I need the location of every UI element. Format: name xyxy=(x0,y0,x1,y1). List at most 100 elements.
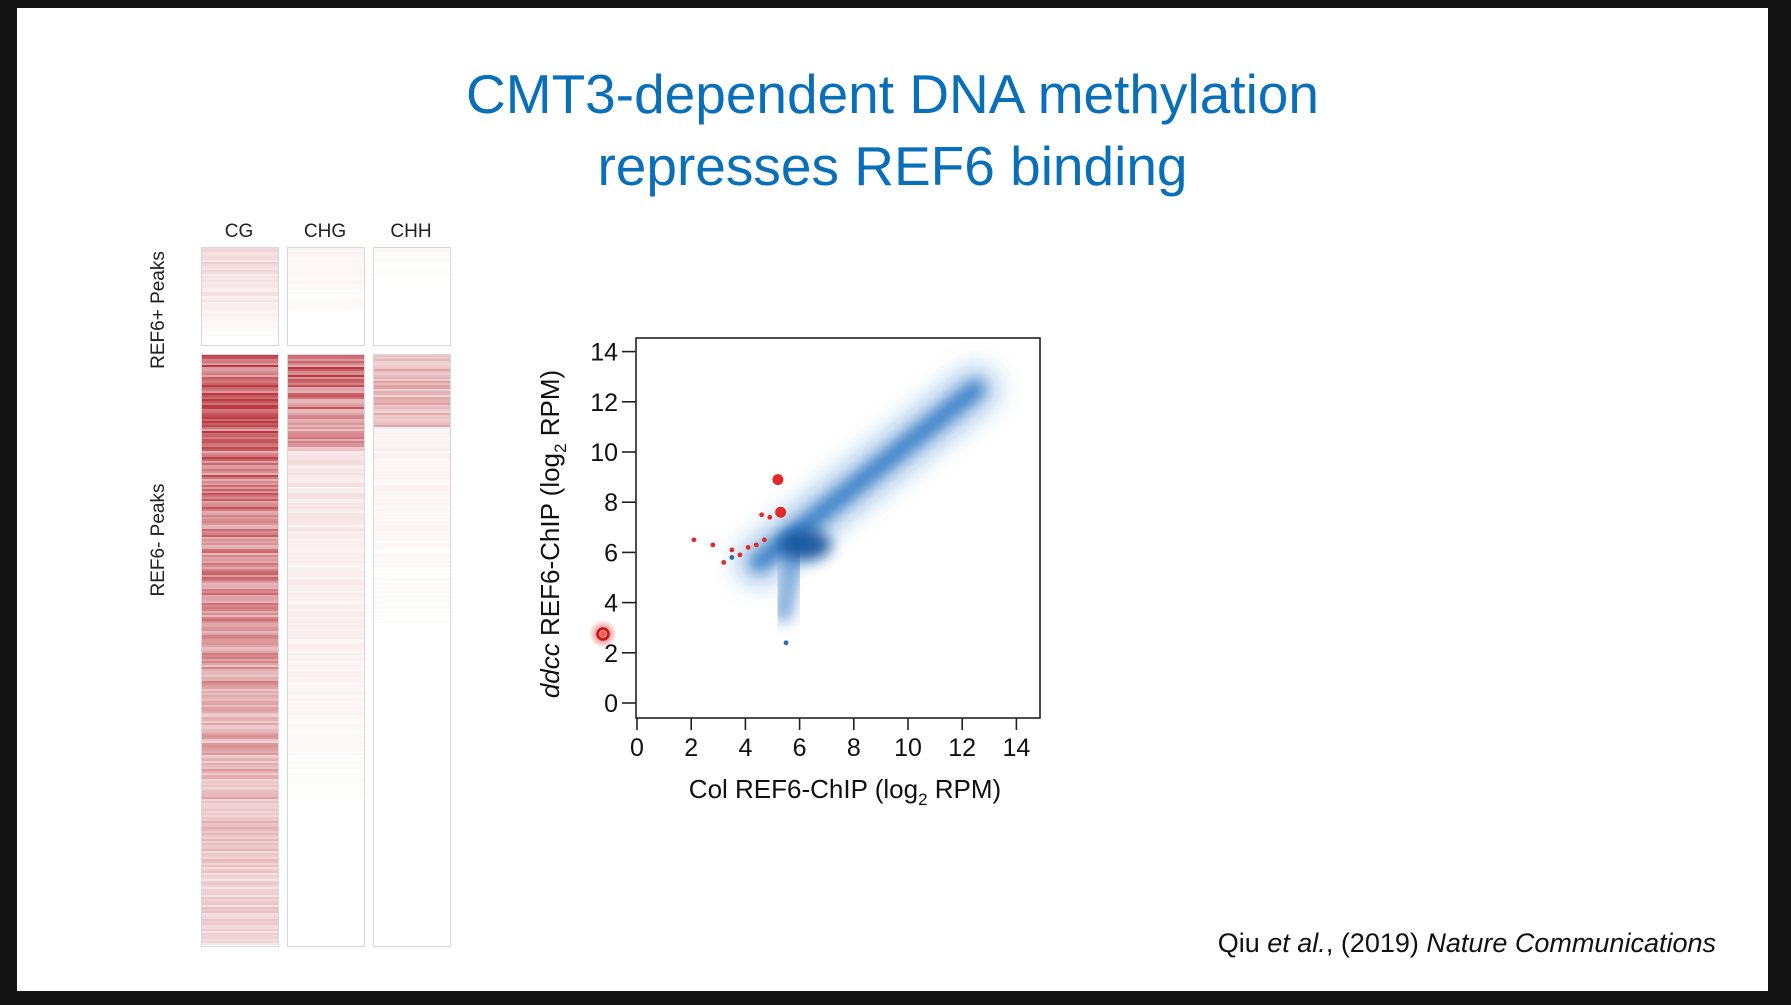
heatmap-row-stripe xyxy=(202,707,278,709)
heatmap-row-stripe xyxy=(288,248,364,250)
heatmap-row-stripe xyxy=(374,509,450,511)
highlighted-point xyxy=(767,514,773,520)
heatmap-row-stripe xyxy=(202,601,278,603)
heatmap-row-stripe xyxy=(202,439,278,441)
heatmap-row-stripe xyxy=(202,383,278,385)
heatmap-row-stripe xyxy=(202,459,278,461)
heatmap-row-stripe xyxy=(202,316,278,318)
highlighted-point xyxy=(710,542,716,548)
heatmap-row-stripe xyxy=(374,381,450,383)
heatmap-row-stripe xyxy=(288,270,364,272)
heatmap-row-stripe xyxy=(202,833,278,835)
heatmap-row-stripe xyxy=(202,905,278,907)
heatmap-row-stripe xyxy=(202,841,278,843)
heatmap-row-stripe xyxy=(202,767,278,769)
legend-marker xyxy=(596,627,610,641)
heatmap-row-stripe xyxy=(202,643,278,645)
heatmap-row-stripe xyxy=(202,393,278,395)
heatmap-row-stripe xyxy=(202,547,278,549)
heatmap-row-stripe xyxy=(202,791,278,793)
heatmap-row-stripe xyxy=(202,769,278,771)
heatmap-row-stripe xyxy=(288,707,364,709)
heatmap-row-stripe xyxy=(202,687,278,689)
heatmap-row-stripe xyxy=(288,635,364,637)
heatmap-row-stripe xyxy=(288,431,364,433)
heatmap-row-stripe xyxy=(374,449,450,451)
heatmap-row-stripe xyxy=(202,929,278,931)
heatmap-row-stripe xyxy=(288,493,364,495)
highlighted-point xyxy=(753,542,759,548)
heatmap-row-stripe xyxy=(288,645,364,647)
heatmap-row-stripe xyxy=(288,423,364,425)
heatmap-row-stripe xyxy=(202,703,278,705)
heatmap-row-stripe xyxy=(202,294,278,296)
heatmap-row-stripe xyxy=(202,819,278,821)
heatmap-row-stripe xyxy=(202,423,278,425)
heatmap-row-stripe xyxy=(288,449,364,451)
heatmap-row-stripe xyxy=(288,591,364,593)
heatmap-row-stripe xyxy=(288,735,364,737)
heatmap-row-stripe xyxy=(202,907,278,909)
heatmap-row-stripe xyxy=(202,597,278,599)
heatmap-row-stripe xyxy=(202,433,278,435)
heatmap-row-stripe xyxy=(202,637,278,639)
heatmap-row-stripe xyxy=(202,895,278,897)
heatmap-row-stripe xyxy=(202,278,278,280)
heatmap-row-stripe xyxy=(288,605,364,607)
heatmap-row-stripe xyxy=(288,657,364,659)
heatmap-row-stripe xyxy=(202,288,278,290)
heatmap-row-stripe xyxy=(202,531,278,533)
heatmap-row-stripe xyxy=(374,395,450,397)
heatmap-row-stripe xyxy=(202,609,278,611)
heatmap-row-stripe xyxy=(288,497,364,499)
heatmap-row-stripe xyxy=(288,471,364,473)
heatmap-row-stripe xyxy=(374,423,450,425)
heatmap-row-stripe xyxy=(374,363,450,365)
heatmap-row-stripe xyxy=(202,689,278,691)
heatmap-row-stripe xyxy=(202,272,278,274)
heatmap-row-stripe xyxy=(202,573,278,575)
heatmap-row-stripe xyxy=(202,449,278,451)
heatmap-row-stripe xyxy=(374,387,450,389)
heatmap-row-stripe xyxy=(288,513,364,515)
heatmap-row-stripe xyxy=(288,521,364,523)
heatmap-row-stripe xyxy=(202,437,278,439)
heatmap-row-stripe xyxy=(288,407,364,409)
heatmap-row-stripe xyxy=(202,525,278,527)
heatmap-row-stripe xyxy=(288,653,364,655)
x-tick-label: 10 xyxy=(894,734,922,762)
heatmap-row-stripe xyxy=(202,685,278,687)
heatmap-row-stripe xyxy=(202,705,278,707)
heatmap-row-stripe xyxy=(202,593,278,595)
heatmap-row-stripe xyxy=(374,477,450,479)
heatmap-row-stripe xyxy=(288,361,364,363)
heatmap-row-stripe xyxy=(202,937,278,939)
heatmap-row-stripe xyxy=(288,539,364,541)
heatmap-row-stripe xyxy=(288,711,364,713)
heatmap-row-stripe xyxy=(374,457,450,459)
heatmap-row-stripe xyxy=(374,475,450,477)
heatmap-row-stripe xyxy=(202,901,278,903)
heatmap-row-stripe xyxy=(202,793,278,795)
heatmap-row-stripe xyxy=(202,701,278,703)
heatmap-row-stripe xyxy=(288,643,364,645)
heatmap-row-stripe xyxy=(202,457,278,459)
heatmap-row-stripe xyxy=(202,489,278,491)
heatmap-row-stripe xyxy=(202,310,278,312)
heatmap-row-stripe xyxy=(202,645,278,647)
heatmap-row-stripe xyxy=(202,737,278,739)
heatmap-panel-chh-ref6-plus xyxy=(373,247,451,346)
heatmap-row-stripe xyxy=(202,713,278,715)
heatmap-row-stripe xyxy=(202,545,278,547)
heatmap-row-stripe xyxy=(374,521,450,523)
heatmap-row-stripe xyxy=(288,631,364,633)
heatmap-row-stripe xyxy=(288,365,364,367)
highlighted-point xyxy=(721,560,727,565)
slide-title: CMT3-dependent DNA methylation represses… xyxy=(17,58,1768,202)
heatmap-row-stripe xyxy=(202,453,278,455)
heatmap-row-stripe xyxy=(374,355,450,357)
heatmap-row-stripe xyxy=(374,383,450,385)
heatmap-row-stripe xyxy=(202,653,278,655)
heatmap-row-stripe xyxy=(202,909,278,911)
heatmap-row-stripe xyxy=(288,447,364,449)
